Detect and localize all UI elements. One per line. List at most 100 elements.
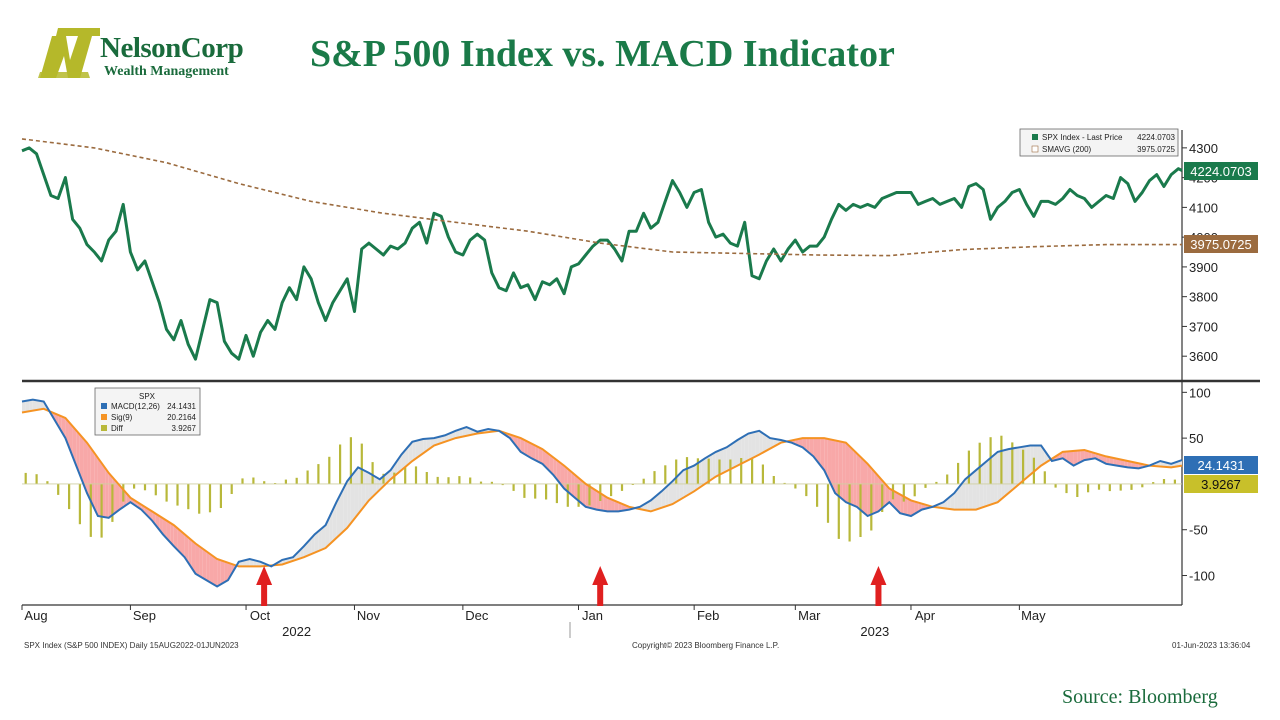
macd-signal-fill — [874, 472, 879, 513]
spx-price-line — [21, 146, 1183, 361]
macd-legend-swatch — [101, 403, 107, 409]
macd-signal-fill — [751, 431, 756, 459]
footer-center: Copyright© 2023 Bloomberg Finance L.P. — [632, 641, 780, 650]
signal-legend-value: 20.2164 — [167, 413, 196, 422]
macd-signal-fill — [173, 525, 178, 550]
macd-signal-fill — [1026, 445, 1031, 478]
macd-signal-fill — [770, 438, 774, 449]
macd-last-tag: 24.1431 — [1184, 456, 1258, 474]
macd-signal-fill — [1073, 450, 1078, 466]
diff-bar — [794, 483, 797, 489]
macd-signal-fill — [679, 470, 684, 500]
logo-name: NelsonCorp — [100, 32, 244, 64]
macd-signal-fill — [332, 502, 337, 542]
diff-bar — [837, 483, 840, 539]
diff-bar — [198, 483, 201, 514]
diff-bar — [458, 476, 461, 484]
macd-signal-fill — [462, 427, 467, 437]
x-month-label: Apr — [915, 608, 936, 623]
price-legend: SPX Index - Last Price 4224.0703 SMAVG (… — [1019, 128, 1179, 157]
macd-signal-fill — [607, 497, 612, 512]
diff-bar — [165, 483, 168, 502]
macd-signal-fill — [766, 435, 771, 451]
macd-signal-fill — [762, 433, 767, 453]
macd-signal-fill — [690, 465, 695, 494]
macd-signal-fill — [842, 441, 846, 503]
diff-bar — [610, 483, 613, 497]
signal-legend-swatch — [101, 414, 107, 420]
macd-signal-fill — [538, 447, 543, 464]
macd-signal-fill — [336, 495, 341, 538]
macd-signal-fill — [191, 540, 196, 574]
diff-bar — [404, 467, 407, 484]
diff-bar — [772, 476, 775, 484]
diff-bar — [78, 483, 81, 525]
buy-signal-arrow-icon — [592, 566, 609, 606]
macd-signal-fill — [365, 471, 369, 505]
macd-signal-fill — [972, 470, 977, 510]
macd-signal-fill — [329, 509, 333, 545]
diff-bar — [133, 483, 136, 489]
macd-signal-fill — [408, 441, 413, 465]
price-y-tick-label: 4300 — [1189, 141, 1218, 156]
macd-signal-fill — [994, 451, 998, 504]
diff-bar — [111, 483, 114, 522]
page-title: S&P 500 Index vs. MACD Indicator — [310, 33, 895, 75]
diff-bar — [122, 483, 125, 502]
macd-signal-fill — [115, 481, 120, 513]
macd-signal-fill — [105, 467, 109, 518]
macd-line — [21, 398, 1183, 588]
diff-bar — [295, 477, 298, 484]
diff-bar — [306, 470, 309, 484]
macd-signal-fill — [58, 414, 62, 433]
macd-signal-fill — [199, 546, 203, 578]
macd-signal-fill — [405, 446, 409, 468]
macd-signal-fill — [820, 438, 825, 471]
macd-signal-fill — [549, 454, 554, 475]
diff-bar — [1022, 449, 1025, 484]
macd-signal-fill — [29, 399, 33, 412]
signal-legend-label: Sig(9) — [111, 413, 133, 422]
macd-signal-fill — [412, 440, 416, 462]
macd-signal-fill — [32, 399, 37, 411]
diff-bar — [1152, 482, 1155, 484]
macd-signal-fill — [423, 438, 427, 454]
x-month-label: Aug — [24, 608, 47, 623]
footer-left: SPX Index (S&P 500 INDEX) Daily 15AUG202… — [24, 641, 239, 650]
macd-signal-fill — [618, 502, 622, 512]
macd-signal-fill — [202, 548, 207, 581]
macd-signal-fill — [571, 471, 575, 498]
x-month-label: Jan — [582, 608, 603, 623]
diff-bar — [523, 483, 526, 498]
macd-signal-fill — [817, 438, 821, 466]
macd-signal-fill — [1109, 457, 1114, 465]
company-logo: NelsonCorp Wealth Management — [38, 26, 250, 80]
macd-signal-fill — [433, 437, 438, 446]
x-month-label: Mar — [798, 608, 821, 623]
diff-bar — [501, 483, 504, 486]
svg-text:3975.0725: 3975.0725 — [1190, 237, 1251, 252]
diff-bar — [1108, 483, 1111, 492]
price-y-tick-label: 3800 — [1189, 290, 1218, 305]
macd-signal-fill — [954, 488, 958, 510]
buy-signal-arrow-icon — [870, 566, 887, 606]
macd-y-tick-label: -50 — [1189, 523, 1208, 538]
macd-legend-value: 24.1431 — [167, 402, 196, 411]
diff-bar — [1162, 479, 1166, 484]
svg-text:3.9267: 3.9267 — [1201, 477, 1241, 492]
x-month-label: Nov — [357, 608, 381, 623]
macd-signal-fill — [76, 430, 80, 475]
macd-signal-fill — [1077, 450, 1081, 464]
diff-legend-label: Diff — [111, 424, 124, 433]
macd-signal-fill — [661, 487, 666, 508]
diff-bar — [881, 483, 884, 512]
macd-signal-fill — [246, 559, 250, 567]
diff-bar — [328, 456, 331, 484]
diff-bar — [284, 479, 287, 484]
macd-signal-fill — [885, 484, 890, 506]
macd-signal-fill — [723, 447, 727, 473]
macd-signal-fill — [759, 430, 763, 455]
diff-bar — [729, 459, 732, 484]
macd-signal-fill — [83, 438, 88, 494]
diff-bar — [978, 442, 981, 484]
